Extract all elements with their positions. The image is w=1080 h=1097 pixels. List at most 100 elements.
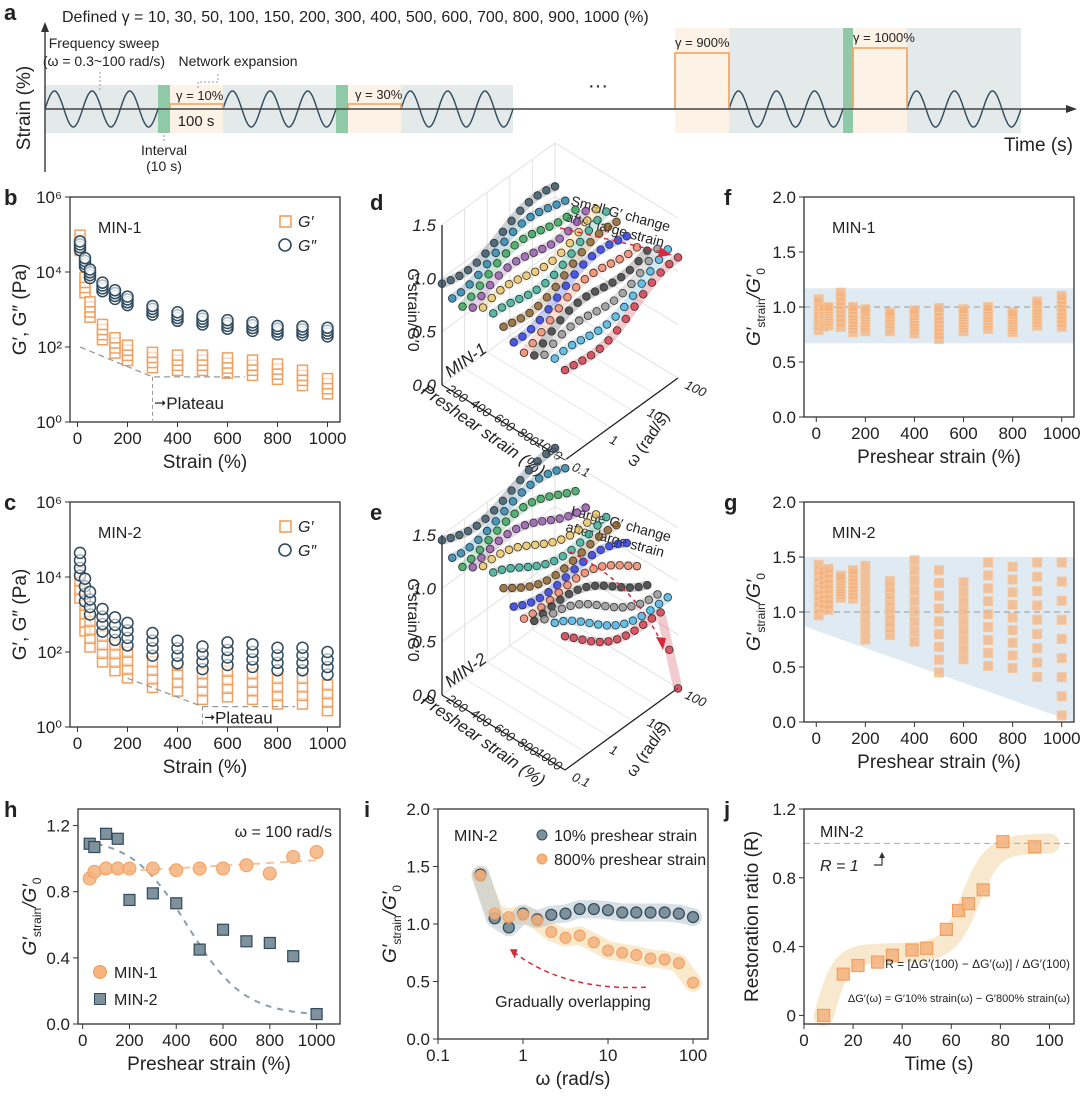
legend-gpp-label: G″ <box>298 238 317 255</box>
series-point <box>646 267 655 276</box>
series-point <box>475 545 485 555</box>
series-point <box>542 449 551 459</box>
series-point <box>550 182 560 191</box>
series-point <box>456 288 466 297</box>
y-label-part: strain <box>754 603 768 632</box>
ratio-point <box>934 654 944 665</box>
ratio-point <box>1007 625 1018 636</box>
series-point <box>558 552 567 561</box>
series-point <box>591 205 601 214</box>
series-point <box>560 632 570 641</box>
grid-line <box>486 661 611 738</box>
series-point <box>647 614 657 623</box>
series-point <box>644 595 654 605</box>
series-point <box>504 545 514 554</box>
ratio-point <box>934 667 944 678</box>
ratio-point <box>860 560 871 571</box>
y-label-part: strain <box>754 298 768 327</box>
sample-label: MIN-2 <box>454 828 498 845</box>
series-point <box>522 541 531 550</box>
x-tick-label: 100 <box>679 1046 707 1065</box>
series-point <box>582 582 591 592</box>
series-point <box>487 554 496 564</box>
x-axis-label: Strain (%) <box>163 757 247 778</box>
min2-point <box>193 943 206 956</box>
min1-point <box>169 863 184 878</box>
series-point <box>535 593 545 603</box>
series-point <box>468 563 477 572</box>
series-point <box>567 340 577 350</box>
series-point <box>594 532 604 541</box>
ratio-point <box>860 304 871 315</box>
series-point <box>602 621 612 630</box>
series-point <box>465 543 474 552</box>
series-point <box>525 308 534 318</box>
series-point <box>579 260 588 269</box>
overlap-arrow <box>514 952 647 989</box>
grid-line <box>532 628 656 705</box>
ratio-point <box>884 307 895 318</box>
y-tick-label: 0.5 <box>406 973 430 992</box>
ratio-point <box>909 565 920 576</box>
gp-point <box>271 358 284 370</box>
series-point <box>529 518 538 528</box>
series-point <box>484 270 493 279</box>
series-point <box>538 339 548 348</box>
series-point <box>530 351 539 360</box>
series-point <box>498 227 508 237</box>
series-point <box>541 279 550 288</box>
gpp-point <box>321 321 334 335</box>
x-tick-label: 400 <box>162 1031 190 1050</box>
y-tick-label: 1 <box>607 742 620 759</box>
restoration-point <box>920 941 934 955</box>
panel-letter: b <box>4 185 17 210</box>
y-axis-label: G′, G″ (Pa) <box>10 569 31 661</box>
panel-e-3d-chart: e0.00.51.01.520040060080010000.1110100Pr… <box>370 443 709 790</box>
series-point <box>598 562 607 571</box>
ratio-point <box>1056 672 1067 683</box>
step-1000 <box>852 47 908 109</box>
series-point <box>634 256 643 266</box>
y-tick-label: 0.0 <box>46 1015 70 1034</box>
series-point <box>583 600 593 609</box>
legend-gpp-marker <box>278 238 292 252</box>
ratio-point <box>983 596 994 607</box>
series-point <box>575 600 584 609</box>
point-10 <box>686 910 700 924</box>
series-point <box>639 290 648 299</box>
series-point <box>515 294 524 304</box>
point-10 <box>616 906 629 919</box>
series-point <box>466 292 476 301</box>
sample-label: MIN-2 <box>98 525 142 542</box>
series-point <box>499 583 508 593</box>
series-point <box>647 278 657 287</box>
ratio-point <box>1056 595 1067 606</box>
x-tick-label: 800 <box>263 429 291 448</box>
ratio-point <box>909 616 920 627</box>
series-point <box>536 226 545 235</box>
gpp-point <box>121 290 134 303</box>
series-point <box>504 280 514 289</box>
point-800 <box>502 911 515 924</box>
min2-point <box>99 827 113 840</box>
panel-j-chart: 0 20 40 60 80 100 0 0.4 0.8 1.2 Time (s) j Restorati… <box>723 797 1075 1075</box>
series-point <box>530 267 540 276</box>
series-point <box>475 281 485 290</box>
restoration-point <box>817 1008 831 1022</box>
restoration-point <box>871 955 885 969</box>
gpp-point <box>171 634 184 647</box>
series-point <box>546 240 556 249</box>
series-point <box>656 608 665 617</box>
series-point <box>612 635 622 644</box>
panel-b-chart: 0 200 400 600 800 1000 10⁰ 10² 10⁴ 10⁶ Strain (%) b… <box>4 185 346 473</box>
ratio-point <box>958 615 969 626</box>
x-axis-label: ω (rad/s) <box>535 1069 610 1090</box>
x-tick-label: 200 <box>851 729 879 748</box>
series-point <box>606 561 616 570</box>
series-point <box>507 486 516 495</box>
x-tick-label: 10 <box>599 1046 618 1065</box>
ratio-point <box>983 609 994 620</box>
series-point <box>542 186 551 195</box>
grid-line <box>509 335 634 412</box>
point-800 <box>672 957 685 970</box>
